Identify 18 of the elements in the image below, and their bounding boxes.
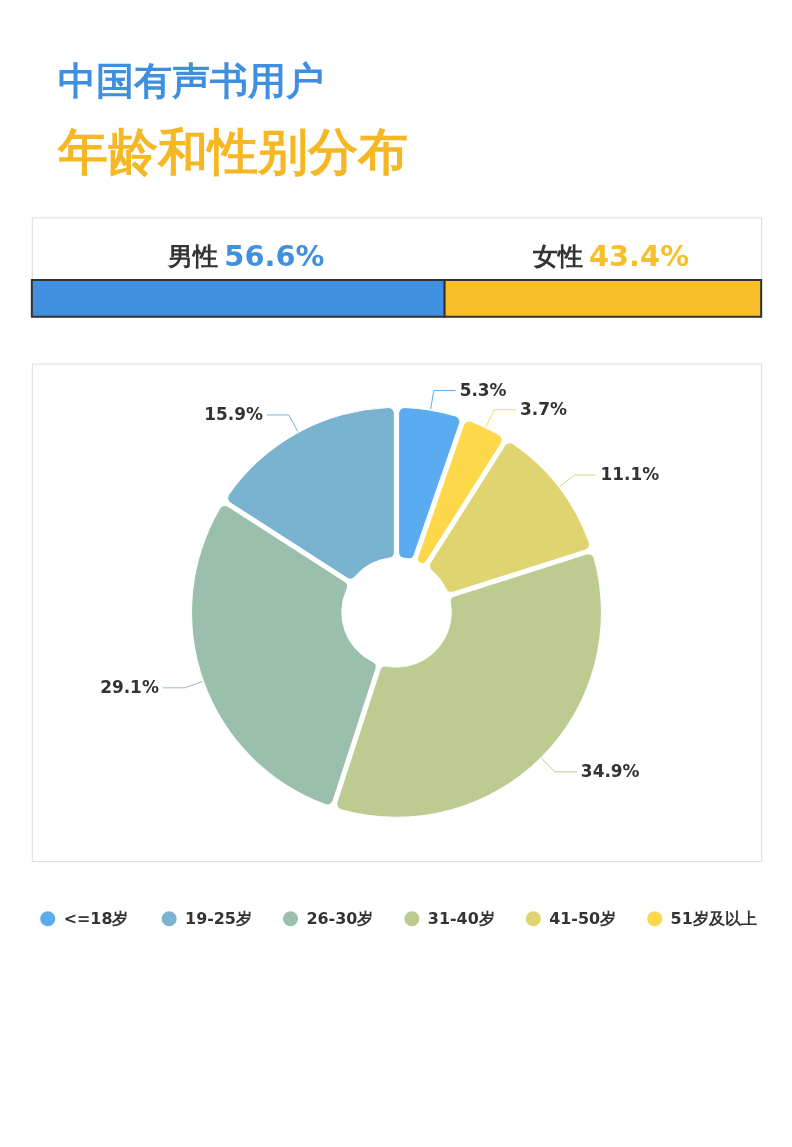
data-label: 5.3% bbox=[459, 379, 507, 400]
series-label: 女性 bbox=[531, 242, 583, 272]
data-label: 11.1% bbox=[600, 464, 660, 485]
legend-label: 26-30岁 bbox=[306, 908, 374, 928]
legend-label: 51岁及以上 bbox=[670, 908, 757, 928]
chart-subtitle: 年龄和性别分布 bbox=[56, 123, 409, 182]
data-label: 34.9% bbox=[580, 760, 640, 781]
chart-title: 中国有声书用户 bbox=[58, 59, 325, 104]
data-label: 43.4% bbox=[588, 239, 690, 274]
data-label: 15.9% bbox=[204, 403, 263, 424]
data-label: 3.7% bbox=[520, 398, 567, 419]
series-label: 男性 bbox=[167, 242, 219, 272]
legend-label: 31-40岁 bbox=[427, 908, 495, 928]
data-label: 56.6% bbox=[224, 239, 325, 274]
legend-label: <=18岁 bbox=[63, 908, 129, 928]
data-label: 29.1% bbox=[100, 676, 159, 697]
legend-label: 41-50岁 bbox=[549, 908, 617, 928]
legend-label: 19-25岁 bbox=[185, 908, 252, 928]
